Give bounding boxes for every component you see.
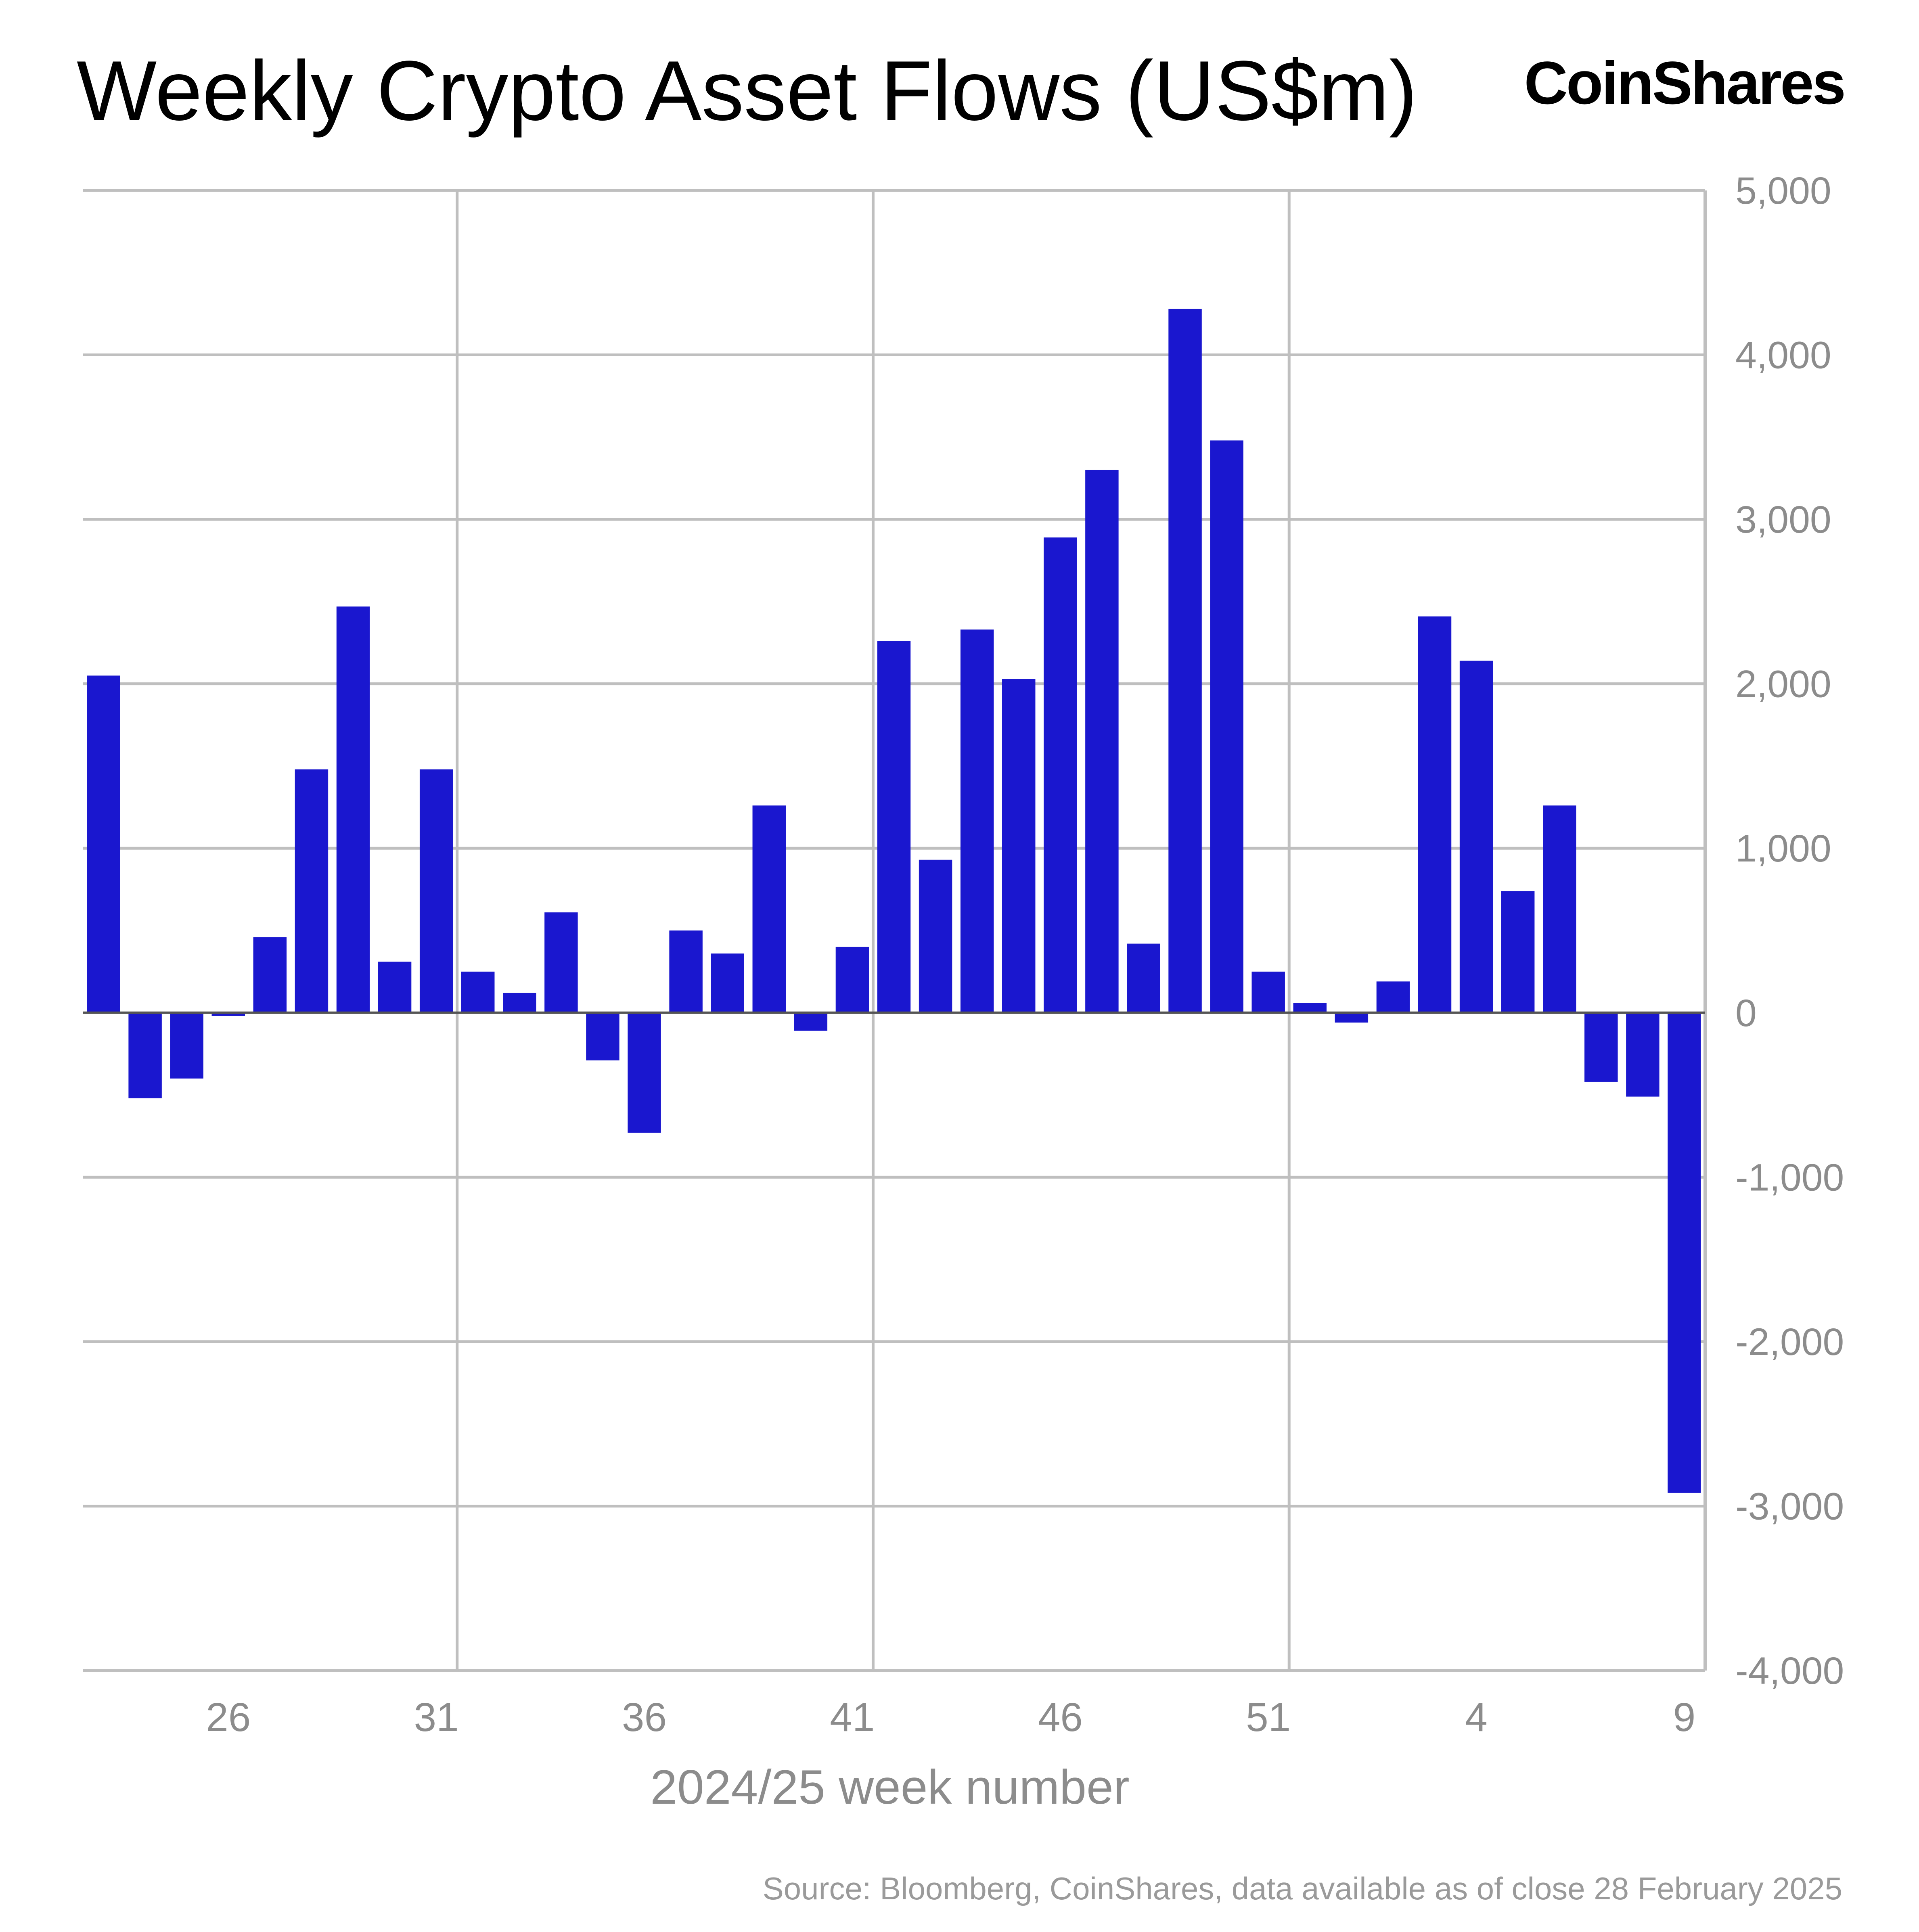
y-tick-label: 4,000 — [1735, 334, 1831, 377]
bar-week-32 — [461, 971, 495, 1013]
bar-week-1 — [1335, 1012, 1369, 1023]
y-tick-label: -1,000 — [1735, 1156, 1844, 1199]
bar-week-36 — [628, 1012, 661, 1133]
bar-week-45 — [1002, 679, 1036, 1013]
bar-week-9 — [1668, 1012, 1701, 1493]
x-tick-label: 9 — [1673, 1695, 1696, 1740]
y-axis-ticks: 5,000 4,000 3,000 2,000 1,000 0 -1,000 -2,000 -3… — [1735, 169, 1844, 1692]
bar-week-2 — [1376, 981, 1410, 1013]
source-note: Source: Bloomberg, CoinShares, data avai… — [762, 1871, 1842, 1906]
x-tick-label: 46 — [1038, 1695, 1083, 1740]
bar-week-30 — [378, 962, 412, 1013]
bar-week-28 — [295, 769, 329, 1013]
bar-week-48 — [1127, 943, 1160, 1013]
y-tick-label: -3,000 — [1735, 1485, 1844, 1528]
bar-week-5 — [1501, 891, 1535, 1013]
x-axis-title: 2024/25 week number — [650, 1760, 1129, 1814]
x-tick-label: 41 — [830, 1695, 875, 1740]
bar-week-25 — [170, 1012, 203, 1079]
bar-week-3 — [1418, 616, 1452, 1013]
y-tick-label: -4,000 — [1735, 1650, 1844, 1692]
bar-week-40 — [794, 1012, 828, 1031]
x-tick-label: 4 — [1465, 1695, 1488, 1740]
bar-week-37 — [669, 930, 703, 1013]
bar-week-8 — [1626, 1012, 1660, 1097]
x-tick-label: 36 — [622, 1695, 667, 1740]
x-tick-label: 26 — [206, 1695, 251, 1740]
bar-week-24 — [128, 1012, 162, 1098]
y-tick-label: -2,000 — [1735, 1321, 1844, 1363]
y-tick-label: 0 — [1735, 992, 1757, 1035]
bar-week-46 — [1044, 537, 1077, 1013]
bar-week-49 — [1168, 309, 1202, 1013]
y-tick-label: 1,000 — [1735, 827, 1831, 870]
bar-week-27 — [253, 937, 287, 1013]
x-tick-label: 51 — [1246, 1695, 1291, 1740]
bar-week-41 — [835, 947, 869, 1013]
bar-week-44 — [960, 629, 994, 1013]
bar-week-29 — [336, 606, 370, 1013]
bars — [87, 309, 1701, 1493]
coinshares-logo: CoinShares — [1524, 49, 1846, 117]
bar-week-35 — [586, 1012, 619, 1060]
bar-week-42 — [877, 641, 911, 1013]
bar-week-47 — [1085, 470, 1119, 1013]
bar-week-26 — [211, 1012, 245, 1016]
bar-week-6 — [1543, 805, 1576, 1013]
chart-title: Weekly Crypto Asset Flows (US$m) — [77, 43, 1417, 138]
x-tick-label: 31 — [414, 1695, 459, 1740]
x-axis-ticks: 26 31 36 41 46 51 4 9 — [206, 1695, 1695, 1740]
y-tick-label: 5,000 — [1735, 169, 1831, 212]
bar-week-39 — [752, 805, 786, 1013]
bar-week-7 — [1584, 1012, 1618, 1082]
bar-week-23 — [87, 675, 120, 1013]
bar-week-43 — [919, 859, 952, 1013]
bar-week-34 — [544, 912, 578, 1013]
bar-week-52 — [1293, 1003, 1327, 1013]
bar-week-50 — [1210, 440, 1243, 1013]
bar-week-33 — [503, 993, 536, 1013]
bar-week-38 — [711, 953, 744, 1013]
y-tick-label: 3,000 — [1735, 498, 1831, 541]
bar-week-4 — [1459, 661, 1493, 1013]
bar-week-31 — [419, 769, 453, 1013]
y-tick-label: 2,000 — [1735, 663, 1831, 706]
bar-week-51 — [1251, 971, 1285, 1013]
